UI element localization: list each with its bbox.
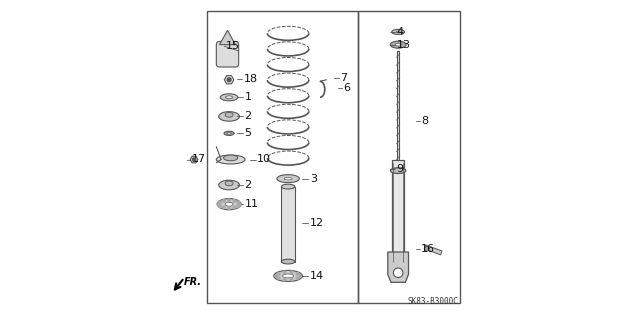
Circle shape: [228, 199, 230, 202]
Circle shape: [237, 205, 239, 207]
Text: 10: 10: [257, 154, 271, 165]
Circle shape: [233, 200, 236, 202]
Text: 5: 5: [244, 128, 252, 138]
Polygon shape: [190, 156, 198, 163]
Ellipse shape: [390, 41, 406, 48]
Circle shape: [227, 78, 231, 82]
Ellipse shape: [225, 202, 233, 206]
Ellipse shape: [396, 31, 400, 33]
Ellipse shape: [225, 181, 233, 186]
Circle shape: [219, 205, 221, 207]
Ellipse shape: [220, 94, 238, 101]
Circle shape: [296, 272, 299, 275]
Text: 2: 2: [244, 180, 252, 190]
Circle shape: [278, 272, 280, 275]
Circle shape: [284, 271, 286, 274]
Circle shape: [291, 271, 293, 274]
Text: 15: 15: [226, 41, 240, 51]
Ellipse shape: [227, 133, 231, 134]
Circle shape: [193, 158, 196, 161]
Ellipse shape: [274, 270, 303, 281]
Bar: [392, 160, 404, 265]
Ellipse shape: [225, 113, 233, 117]
Bar: [207, 11, 358, 303]
Polygon shape: [388, 252, 408, 282]
Ellipse shape: [390, 168, 406, 174]
Circle shape: [278, 277, 280, 279]
Circle shape: [237, 201, 239, 204]
Circle shape: [223, 206, 225, 209]
Ellipse shape: [217, 198, 241, 210]
Text: 14: 14: [310, 271, 324, 281]
Ellipse shape: [223, 155, 238, 161]
Text: 16: 16: [421, 244, 435, 254]
Ellipse shape: [225, 96, 232, 99]
Text: 2: 2: [244, 111, 252, 122]
Bar: [282, 187, 295, 262]
Text: 11: 11: [244, 199, 259, 209]
Ellipse shape: [219, 112, 239, 121]
Ellipse shape: [216, 155, 245, 164]
Ellipse shape: [284, 177, 292, 180]
Text: 9: 9: [397, 164, 404, 174]
Bar: [397, 51, 399, 166]
Text: 4: 4: [397, 27, 404, 37]
Text: 3: 3: [310, 174, 317, 184]
Ellipse shape: [392, 29, 404, 34]
Text: 7: 7: [340, 73, 348, 83]
Text: 17: 17: [191, 154, 205, 165]
Ellipse shape: [224, 131, 234, 136]
Ellipse shape: [396, 43, 401, 46]
Text: 6: 6: [343, 83, 350, 93]
Bar: [424, 245, 442, 255]
Circle shape: [218, 203, 220, 205]
Circle shape: [394, 268, 403, 278]
Ellipse shape: [424, 246, 429, 251]
Polygon shape: [220, 30, 236, 45]
Circle shape: [238, 203, 241, 205]
Polygon shape: [224, 76, 234, 84]
Circle shape: [284, 278, 286, 281]
Text: 13: 13: [397, 40, 411, 50]
Ellipse shape: [277, 174, 300, 182]
Circle shape: [233, 206, 236, 209]
Circle shape: [228, 207, 230, 209]
Text: 8: 8: [421, 116, 428, 126]
Text: 1: 1: [244, 92, 252, 102]
Ellipse shape: [282, 259, 295, 264]
Circle shape: [291, 278, 293, 281]
Circle shape: [296, 277, 299, 279]
Circle shape: [275, 275, 278, 277]
Circle shape: [298, 275, 301, 277]
Bar: [358, 11, 460, 303]
Text: 12: 12: [310, 218, 324, 228]
Text: SK83-B3000C: SK83-B3000C: [408, 297, 459, 306]
FancyBboxPatch shape: [216, 41, 239, 67]
Text: 18: 18: [243, 74, 257, 84]
Circle shape: [223, 200, 225, 202]
Ellipse shape: [282, 184, 295, 189]
Circle shape: [219, 201, 221, 204]
Ellipse shape: [219, 180, 239, 190]
Ellipse shape: [282, 274, 294, 278]
Text: FR.: FR.: [184, 277, 202, 287]
